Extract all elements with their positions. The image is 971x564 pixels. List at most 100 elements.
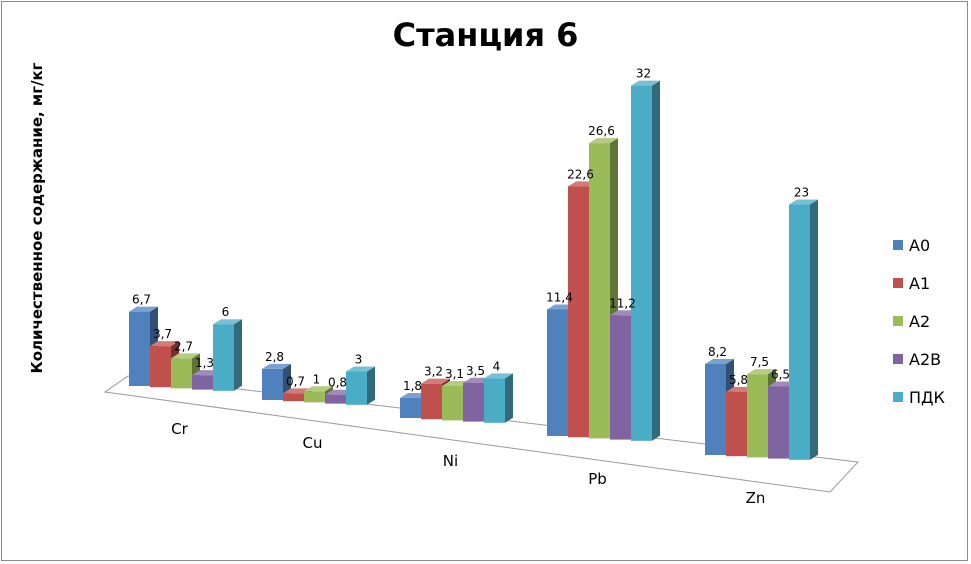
data-label: 7,5: [750, 355, 769, 369]
bar-front: [484, 378, 505, 423]
bar-side: [652, 80, 660, 441]
bar-side: [810, 199, 818, 460]
bar-top: [150, 341, 179, 347]
category-label: Pb: [588, 470, 607, 488]
data-label: 4: [493, 359, 501, 373]
bar-top: [747, 369, 776, 375]
bar-top: [171, 353, 200, 359]
legend-swatch: [893, 240, 903, 250]
bar-front: [589, 143, 610, 439]
data-labels-group: 6,7 3,72,71,3 6 2,80,7 1 0,8 3 1,83,2 3,1 3,5 4 11,…: [132, 67, 809, 393]
chart-title: Станция 6: [392, 16, 579, 54]
legend-label: А1: [909, 273, 931, 293]
category-label: Zn: [746, 489, 766, 507]
data-label: 3,7: [153, 327, 172, 341]
bar-top: [129, 306, 158, 312]
data-label: 2,8: [265, 350, 284, 364]
category-labels-group: Cr Cu Ni Pb Zn: [171, 420, 765, 507]
bar-front: [150, 346, 171, 388]
bar-side: [505, 373, 513, 423]
bar-front: [789, 204, 810, 460]
bar-front: [346, 371, 367, 405]
floor-plane: [103, 375, 860, 493]
data-label: 0,8: [328, 376, 347, 390]
legend-item: А2В: [893, 340, 945, 378]
bar-top: [789, 199, 818, 205]
legend-item: А2: [893, 302, 945, 340]
bar-top: [705, 358, 734, 364]
data-label: 6: [222, 305, 230, 319]
bar-top: [304, 386, 333, 392]
data-label: 1,8: [403, 379, 422, 393]
data-label: 2,7: [174, 339, 193, 353]
bar-front: [262, 368, 283, 400]
bar-front: [129, 311, 150, 386]
bar-top: [589, 138, 618, 144]
bar-side: [367, 366, 375, 405]
bar-front: [726, 391, 747, 457]
bar-front: [421, 383, 442, 420]
data-label: 3: [355, 353, 363, 367]
data-label: 22,6: [567, 167, 594, 181]
bar-side: [234, 319, 242, 391]
bar-top: [262, 363, 291, 369]
bar-front: [768, 386, 789, 459]
data-label: 8,2: [708, 345, 727, 359]
legend-item: А0: [893, 226, 945, 264]
data-label: 32: [636, 67, 651, 81]
bar-Ni-4: [484, 373, 513, 423]
bar-front: [171, 358, 192, 389]
bar-top: [213, 319, 242, 325]
bar-Pb-4: [631, 80, 660, 441]
legend-swatch: [893, 392, 903, 402]
bar-top: [421, 378, 450, 384]
bar-front: [547, 309, 568, 436]
data-label: 23: [794, 186, 809, 200]
bar-top: [631, 80, 660, 86]
data-label: 11,2: [609, 296, 636, 310]
legend-item: А1: [893, 264, 945, 302]
data-label: 3,2: [424, 365, 443, 379]
legend-label: А2: [909, 311, 931, 331]
bar-front: [705, 363, 726, 455]
bar-front: [442, 385, 463, 421]
data-label: 6,5: [771, 367, 790, 381]
legend-swatch: [893, 316, 903, 326]
legend: А0 А1 А2 А2В ПДК: [893, 226, 945, 416]
bars-group: [129, 80, 818, 460]
data-label: 5,8: [729, 373, 748, 387]
bar-Cr-4: [213, 319, 242, 391]
chart-floor: [103, 375, 860, 493]
data-label: 26,6: [588, 124, 615, 138]
bar-front: [213, 324, 234, 391]
bar-front: [400, 398, 421, 418]
legend-label: ПДК: [909, 387, 945, 407]
data-label: 6,7: [132, 293, 151, 307]
bar-top: [484, 373, 513, 379]
bar-front: [304, 391, 325, 403]
bar-front: [568, 186, 589, 438]
category-label: Cu: [303, 434, 323, 452]
legend-label: А2В: [909, 349, 942, 369]
bar-Cu-4: [346, 366, 375, 405]
legend-swatch: [893, 278, 903, 288]
bar-front: [463, 382, 484, 422]
category-label: Ni: [443, 452, 458, 470]
bar-top: [346, 366, 375, 372]
data-label: 1,3: [195, 356, 214, 370]
bar-front: [631, 85, 652, 441]
data-label: 1: [313, 372, 321, 386]
data-label: 0,7: [286, 374, 305, 388]
bar-Zn-4: [789, 199, 818, 460]
legend-item: ПДК: [893, 378, 945, 416]
bar-front: [610, 315, 631, 440]
data-label: 11,4: [546, 290, 573, 304]
legend-label: А0: [909, 235, 931, 255]
bar-front: [747, 374, 768, 458]
bar-front: [283, 393, 304, 402]
bar-Cu-0: [262, 363, 291, 400]
category-label: Cr: [171, 420, 188, 438]
bar-Cr-0: [129, 306, 158, 386]
data-label: 3,5: [466, 364, 485, 378]
